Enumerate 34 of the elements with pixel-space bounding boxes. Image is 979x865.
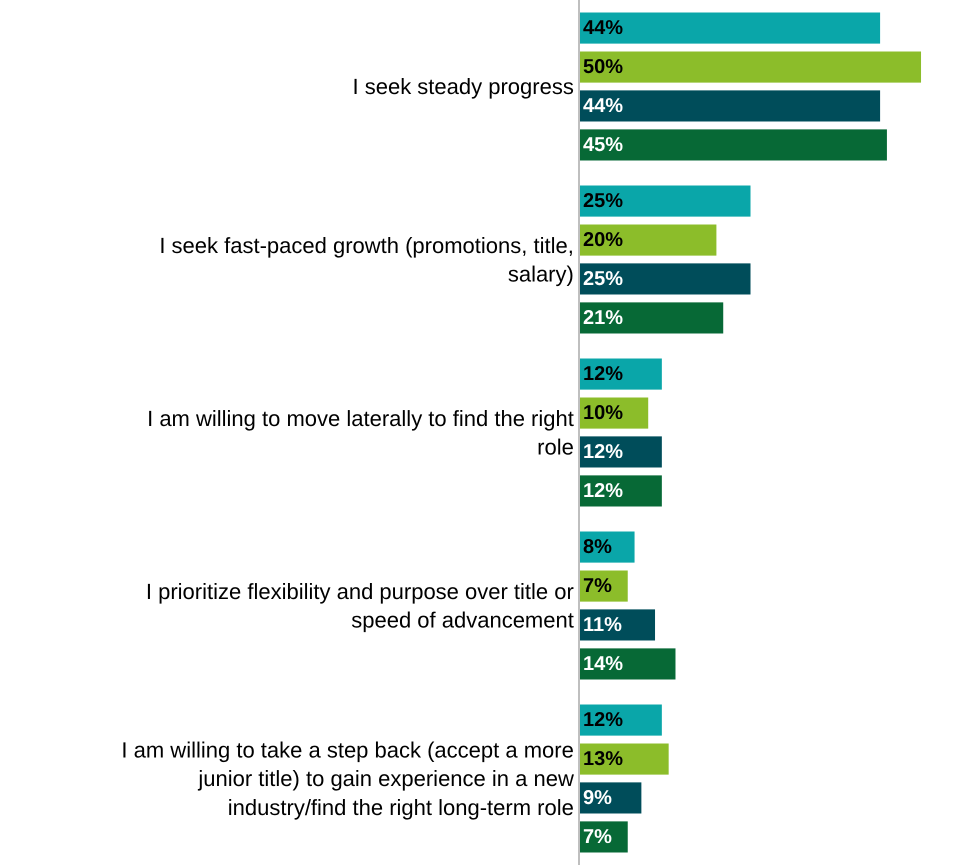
data-label: 20% — [583, 229, 624, 252]
bar — [580, 90, 880, 122]
bar — [580, 186, 751, 217]
bar — [580, 12, 880, 44]
data-label: 13% — [583, 748, 624, 770]
data-label: 14% — [583, 652, 624, 675]
y-tick-label: I am willing to take a step back (accept a more junior title) to gain experience in a new industry/find the right long-term role — [121, 738, 574, 820]
data-label: 8% — [583, 536, 612, 558]
bar — [580, 302, 724, 334]
bar — [580, 224, 716, 256]
data-label: 12% — [583, 440, 624, 463]
bar — [580, 263, 751, 295]
data-label: 44% — [583, 17, 624, 40]
data-label: 12% — [583, 480, 624, 502]
bar — [580, 129, 887, 160]
data-label: 25% — [583, 268, 624, 290]
y-tick-label: I prioritize flexibility and purpose over title or speed of advancement — [146, 578, 574, 632]
data-label: 21% — [583, 306, 624, 329]
y-tick-label: I seek fast-paced growth (promotions, title, salary) — [159, 232, 574, 286]
data-label: 7% — [583, 575, 612, 598]
data-label: 50% — [583, 56, 624, 78]
data-label: 10% — [583, 402, 624, 424]
bar — [580, 648, 676, 680]
data-label: 25% — [583, 190, 624, 212]
data-label: 7% — [583, 826, 612, 848]
data-label: 11% — [583, 614, 622, 636]
y-tick-label: I am willing to move laterally to find the right role — [147, 406, 574, 460]
data-label: 9% — [583, 786, 612, 809]
data-label: 12% — [583, 363, 624, 386]
data-label: 12% — [583, 709, 624, 732]
data-label: 44% — [583, 94, 624, 117]
bar — [580, 51, 922, 83]
y-tick-label: I seek steady progress — [352, 74, 574, 100]
data-label: 45% — [583, 134, 624, 156]
